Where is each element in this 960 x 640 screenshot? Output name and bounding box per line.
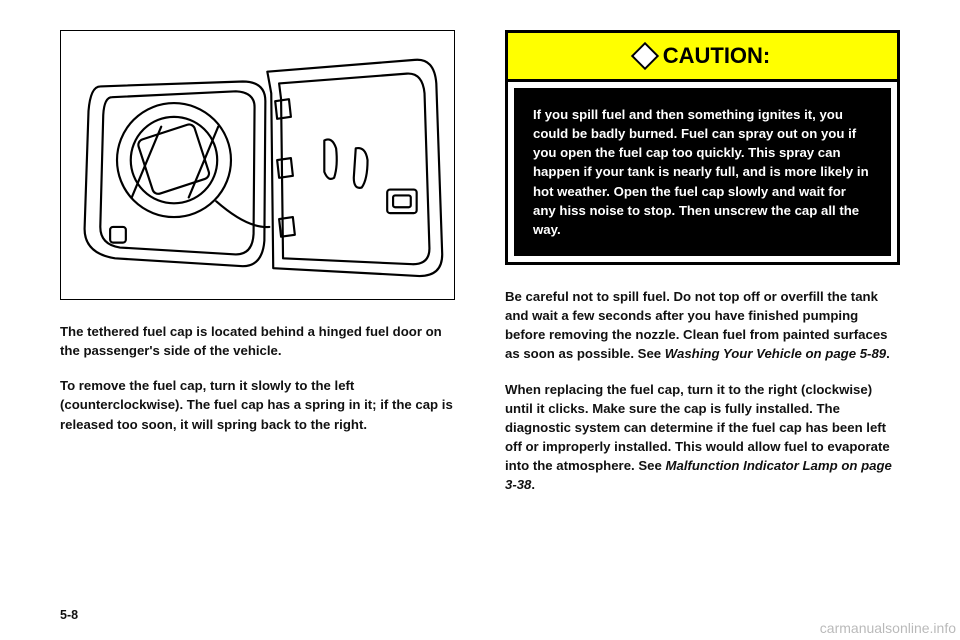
right-paragraph-1: Be careful not to spill fuel. Do not top… — [505, 287, 900, 364]
caution-body-box: If you spill fuel and then something ign… — [514, 88, 891, 256]
right-column: CAUTION: If you spill fuel and then some… — [505, 30, 900, 608]
right-paragraph-2: When replacing the fuel cap, turn it to … — [505, 380, 900, 495]
caution-header: CAUTION: — [508, 33, 897, 82]
right-p2-text-b: . — [531, 477, 535, 492]
caution-box: CAUTION: If you spill fuel and then some… — [505, 30, 900, 265]
manual-page: The tethered fuel cap is located behind … — [0, 0, 960, 640]
caution-body-text: If you spill fuel and then something ign… — [533, 105, 872, 239]
fuel-door-illustration — [60, 30, 455, 300]
warning-icon — [631, 42, 659, 70]
washing-vehicle-ref: Washing Your Vehicle on page 5-89 — [665, 346, 886, 361]
left-paragraph-1: The tethered fuel cap is located behind … — [60, 322, 455, 360]
left-column: The tethered fuel cap is located behind … — [60, 30, 455, 608]
page-number: 5-8 — [60, 608, 78, 622]
left-paragraph-2: To remove the fuel cap, turn it slowly t… — [60, 376, 455, 433]
watermark: carmanualsonline.info — [820, 620, 956, 636]
caution-label: CAUTION: — [663, 43, 771, 69]
right-p1-text-b: . — [886, 346, 890, 361]
